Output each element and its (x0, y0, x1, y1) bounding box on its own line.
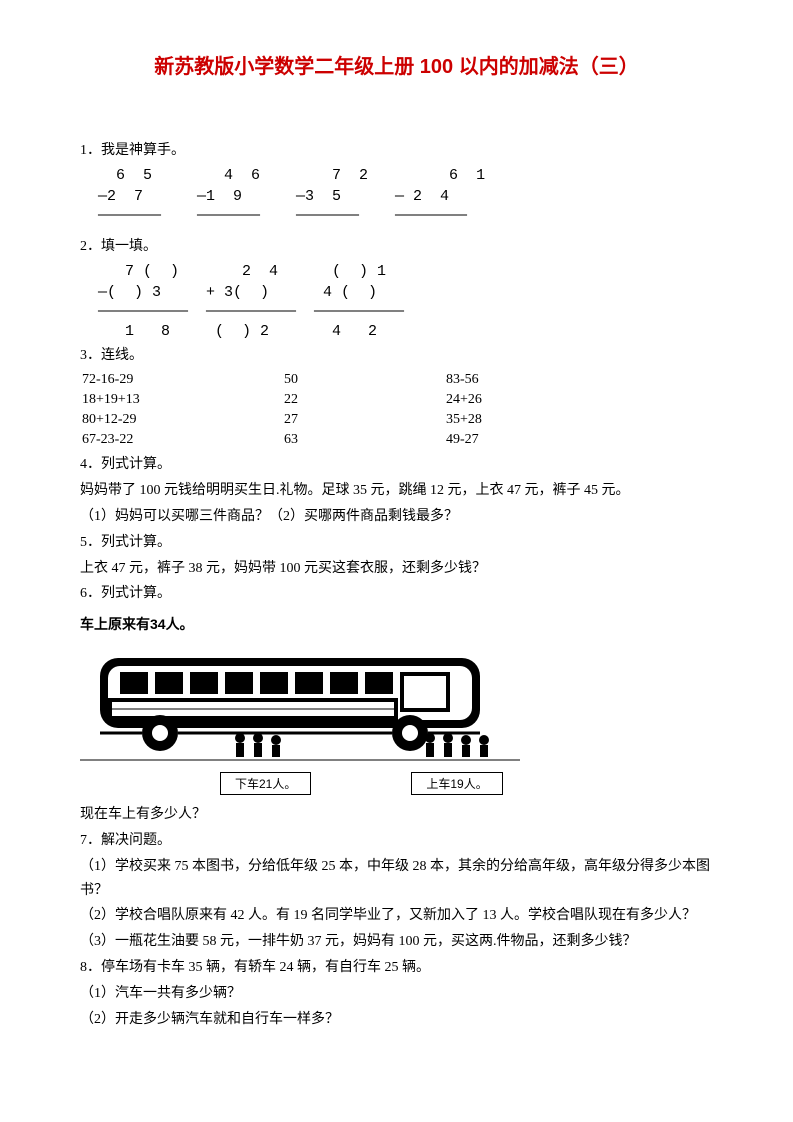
p7-q1: （1）学校买来 75 本图书，分给低年级 25 本，中年级 28 本，其余的分给… (80, 855, 713, 903)
p5-line1: 上衣 47 元，裤子 38 元，妈妈带 100 元买这套衣服，还剩多少钱？ (80, 557, 713, 581)
p6-question: 现在车上有多少人？ (80, 803, 713, 827)
table-row: 67-23-22 63 49-27 (82, 431, 546, 449)
table-row: 72-16-29 50 83-56 (82, 371, 546, 389)
cell: 67-23-22 (82, 431, 282, 449)
cell: 63 (284, 431, 444, 449)
p1-row3: ——————— ——————— ——————— ———————— (80, 207, 713, 225)
page-title: 新苏教版小学数学二年级上册 100 以内的加减法（三） (80, 50, 713, 79)
cell: 72-16-29 (82, 371, 282, 389)
problem-8-label: 8．停车场有卡车 35 辆，有轿车 24 辆，有自行车 25 辆。 (80, 956, 713, 980)
cell: 80+12-29 (82, 411, 282, 429)
p4-line1: 妈妈带了 100 元钱给明明买生日.礼物。足球 35 元，跳绳 12 元，上衣 … (80, 479, 713, 503)
p1-row1: 6 5 4 6 7 2 6 1 (80, 165, 713, 186)
cell: 24+26 (446, 391, 546, 409)
p2-row3: —————————— —————————— —————————— (80, 303, 713, 321)
p8-q2: （2）开走多少辆汽车就和自行车一样多？ (80, 1008, 713, 1032)
problem-7-label: 7．解决问题。 (80, 829, 713, 853)
cell: 49-27 (446, 431, 546, 449)
match-table: 72-16-29 50 83-56 18+19+13 22 24+26 80+1… (80, 369, 548, 451)
bus-icon (80, 638, 520, 768)
cell: 83-56 (446, 371, 546, 389)
p2-row2: —( ) 3 + 3( ) 4 ( ) (80, 282, 713, 303)
cell: 22 (284, 391, 444, 409)
cell: 50 (284, 371, 444, 389)
p7-q3: （3）一瓶花生油要 58 元，一排牛奶 37 元，妈妈有 100 元，买这两.件… (80, 930, 713, 954)
p2-row4: 1 8 ( ) 2 4 2 (80, 321, 713, 342)
on-bus-label: 上车19人。 (411, 772, 502, 795)
problem-1-label: 1．我是神算手。 (80, 139, 713, 163)
p7-q2: （2）学校合唱队原来有 42 人。有 19 名同学毕业了，又新加入了 13 人。… (80, 904, 713, 928)
problem-4-label: 4．列式计算。 (80, 453, 713, 477)
problem-3-label: 3．连线。 (80, 344, 713, 368)
p8-q1: （1）汽车一共有多少辆？ (80, 982, 713, 1006)
p2-row1: 7 ( ) 2 4 ( ) 1 (80, 261, 713, 282)
bus-labels-row: 下车21人。 上车19人。 (220, 772, 713, 795)
bus-illustration: 车上原来有34人。 (80, 614, 713, 795)
cell: 18+19+13 (82, 391, 282, 409)
bus-caption: 车上原来有34人。 (80, 614, 713, 634)
problem-2-label: 2．填一填。 (80, 235, 713, 259)
worksheet-page: 新苏教版小学数学二年级上册 100 以内的加减法（三） 1．我是神算手。 6 5… (0, 0, 793, 1073)
off-bus-label: 下车21人。 (220, 772, 311, 795)
p1-row2: —2 7 —1 9 —3 5 — 2 4 (80, 186, 713, 207)
cell: 35+28 (446, 411, 546, 429)
problem-5-label: 5．列式计算。 (80, 531, 713, 555)
table-row: 80+12-29 27 35+28 (82, 411, 546, 429)
table-row: 18+19+13 22 24+26 (82, 391, 546, 409)
p4-line2: （1）妈妈可以买哪三件商品？（2）买哪两件商品剩钱最多？ (80, 505, 713, 529)
cell: 27 (284, 411, 444, 429)
problem-6-label: 6．列式计算。 (80, 582, 713, 606)
